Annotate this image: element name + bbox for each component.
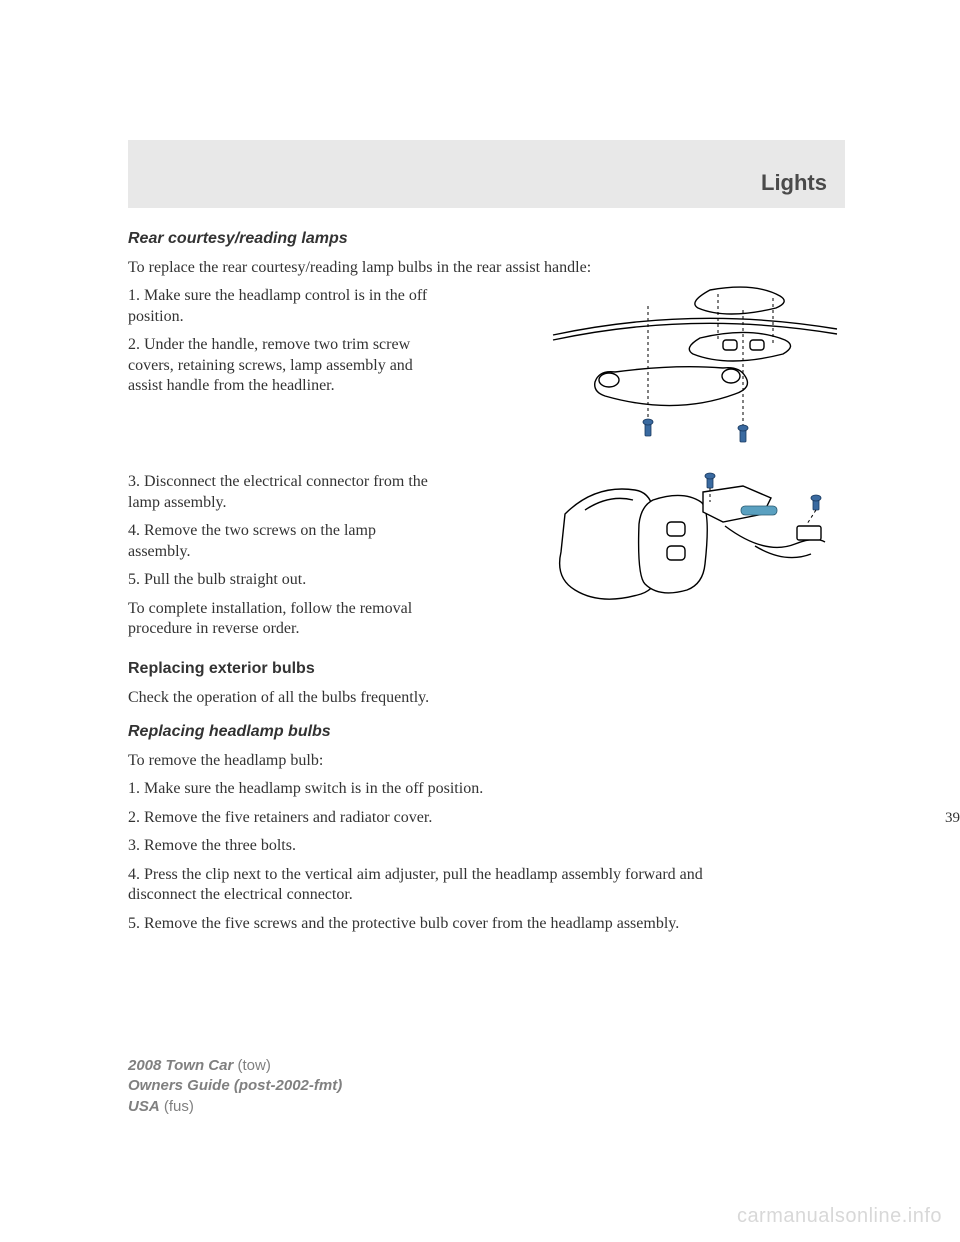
- section-headlamp-title: Replacing headlamp bulbs: [128, 723, 845, 741]
- section-exterior-title: Replacing exterior bulbs: [128, 660, 845, 678]
- page-content: Lights Rear courtesy/reading lamps To re…: [0, 0, 960, 934]
- section-rear-lamps-title: Rear courtesy/reading lamps: [128, 230, 845, 248]
- chapter-title: Lights: [761, 170, 827, 196]
- footer-line3: USA (fus): [128, 1097, 342, 1117]
- section3-s4: 4. Press the clip next to the vertical a…: [128, 865, 748, 906]
- block-steps-1-2: 1. Make sure the headlamp control is in …: [128, 286, 845, 466]
- footer-code3: (fus): [164, 1098, 194, 1115]
- footer-line1: 2008 Town Car (tow): [128, 1056, 342, 1076]
- footer-model: 2008 Town Car: [128, 1057, 233, 1074]
- s1-step2: 2. Under the handle, remove two trim scr…: [128, 335, 433, 396]
- section3-s2: 2. Remove the five retainers and radiato…: [128, 808, 845, 828]
- s1-step5: 5. Pull the bulb straight out.: [128, 570, 433, 590]
- footer-code1: (tow): [238, 1057, 271, 1074]
- illustration-lamp-assembly: [545, 466, 845, 626]
- block-steps-3-6: 3. Disconnect the electrical connector f…: [128, 472, 845, 642]
- s1-step1: 1. Make sure the headlamp control is in …: [128, 286, 433, 327]
- section3-s3: 3. Remove the three bolts.: [128, 836, 845, 856]
- s1-step4: 4. Remove the two screws on the lamp ass…: [128, 521, 433, 562]
- page-number: 39: [945, 810, 960, 827]
- footer-block: 2008 Town Car (tow) Owners Guide (post-2…: [128, 1056, 342, 1117]
- footer-guide: Owners Guide (post-2002-fmt): [128, 1077, 342, 1094]
- footer-line2: Owners Guide (post-2002-fmt): [128, 1076, 342, 1096]
- chapter-header: Lights: [128, 140, 845, 208]
- watermark: carmanualsonline.info: [737, 1205, 942, 1228]
- section3-p1: To remove the headlamp bulb:: [128, 751, 845, 771]
- section3-s1: 1. Make sure the headlamp switch is in t…: [128, 779, 845, 799]
- text-col-1: 1. Make sure the headlamp control is in …: [128, 286, 433, 396]
- section2-p1: Check the operation of all the bulbs fre…: [128, 688, 845, 708]
- s1-step6: To complete installation, follow the rem…: [128, 599, 433, 640]
- illustration-handle: [545, 280, 845, 450]
- s1-step3: 3. Disconnect the electrical connector f…: [128, 472, 433, 513]
- section1-intro: To replace the rear courtesy/reading lam…: [128, 258, 845, 278]
- text-col-2: 3. Disconnect the electrical connector f…: [128, 472, 433, 639]
- footer-region: USA: [128, 1098, 160, 1115]
- section3-s5: 5. Remove the five screws and the protec…: [128, 914, 728, 934]
